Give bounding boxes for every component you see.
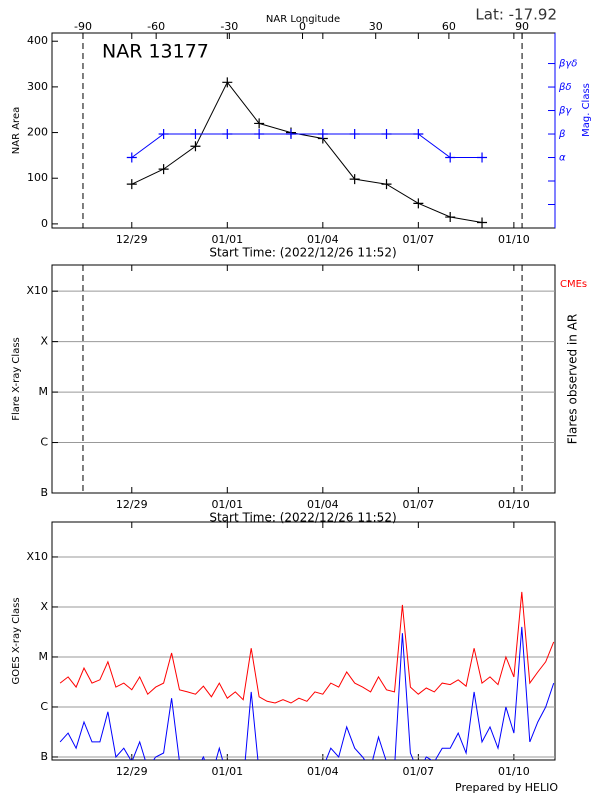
cme-label: CMEs	[560, 279, 587, 290]
x2-tick-label: -90	[74, 20, 92, 33]
x-tick-label: 01/10	[498, 765, 530, 778]
series-line	[59, 591, 555, 704]
y-tick-label: X	[40, 335, 48, 348]
x2-tick-label: 0	[299, 20, 306, 33]
y2-tick-label: βγ	[558, 106, 572, 117]
point-marker	[445, 212, 456, 223]
y-tick-label: X	[40, 600, 48, 613]
series-line	[59, 626, 555, 760]
point-marker	[477, 152, 488, 163]
footer: Prepared by HELIO	[455, 781, 558, 794]
y-axis-label: GOES X-ray Class	[11, 597, 22, 684]
x-axis-label: Start Time: (2022/12/26 11:52)	[209, 246, 396, 260]
y-tick-label: 300	[27, 80, 48, 93]
x-tick-label: 12/29	[116, 498, 148, 511]
x-tick-label: 12/29	[116, 233, 148, 246]
x-tick-label: 01/07	[402, 233, 434, 246]
point-marker	[158, 164, 169, 175]
y2-tick-label: α	[559, 153, 566, 164]
y2-axis-label: Flares observed in AR	[566, 314, 580, 444]
y-tick-label: X10	[26, 284, 48, 297]
point-marker	[190, 141, 201, 152]
y-tick-label: C	[40, 436, 48, 449]
x2-tick-label: -60	[147, 20, 165, 33]
point-marker	[222, 77, 233, 88]
point-marker	[285, 129, 296, 140]
y2-tick-label: βγδ	[558, 59, 577, 70]
y-tick-label: B	[40, 750, 48, 763]
x-tick-label: 12/29	[116, 765, 148, 778]
point-marker	[190, 129, 201, 140]
x-tick-label: 01/04	[307, 765, 339, 778]
x-tick-label: 01/04	[307, 233, 339, 246]
y-tick-label: X10	[26, 550, 48, 563]
y-tick-label: 400	[27, 34, 48, 47]
y2-axis-label: Mag. Class	[581, 83, 592, 137]
x-axis-label: Start Time: (2022/12/26 11:52)	[209, 511, 396, 525]
latitude: Lat: -17.92	[475, 6, 557, 24]
point-marker	[317, 129, 328, 140]
point-marker	[254, 118, 265, 129]
point-marker	[381, 129, 392, 140]
point-marker	[126, 179, 137, 190]
y-axis-label: NAR Area	[11, 107, 22, 154]
point-marker	[349, 129, 360, 140]
x2-axis-label: NAR Longitude	[266, 14, 340, 25]
point-marker	[413, 198, 424, 209]
plot-frame	[51, 521, 556, 761]
x-tick-label: 01/07	[402, 765, 434, 778]
y-axis-label: Flare X-ray Class	[11, 337, 22, 421]
y-tick-label: B	[40, 486, 48, 499]
point-marker	[254, 129, 265, 140]
y-tick-label: 100	[27, 171, 48, 184]
x-tick-label: 01/10	[498, 498, 530, 511]
point-marker	[445, 152, 456, 163]
y-tick-label: M	[39, 650, 49, 663]
x-tick-label: 01/01	[211, 233, 243, 246]
point-marker	[413, 129, 424, 140]
x-tick-label: 01/07	[402, 498, 434, 511]
x2-tick-label: -30	[220, 20, 238, 33]
y2-tick-label: βδ	[558, 82, 572, 93]
series-line	[131, 81, 483, 223]
x-tick-label: 01/01	[211, 765, 243, 778]
y-tick-label: 200	[27, 126, 48, 139]
x-tick-label: 01/04	[307, 498, 339, 511]
point-marker	[126, 152, 137, 163]
point-marker	[477, 217, 488, 228]
x2-tick-label: 30	[369, 20, 383, 33]
point-marker	[349, 174, 360, 185]
y-tick-label: 0	[41, 217, 48, 230]
x2-tick-label: 60	[442, 20, 456, 33]
y-tick-label: M	[39, 385, 49, 398]
plot-frame	[51, 264, 556, 494]
point-marker	[222, 129, 233, 140]
chart-title: NAR 13177	[102, 41, 209, 63]
x-tick-label: 01/10	[498, 233, 530, 246]
point-marker	[158, 129, 169, 140]
point-marker	[381, 179, 392, 190]
y-tick-label: C	[40, 700, 48, 713]
y2-tick-label: β	[558, 129, 566, 140]
series-line	[131, 133, 482, 158]
x-tick-label: 01/01	[211, 498, 243, 511]
x2-tick-label: 90	[515, 20, 529, 33]
